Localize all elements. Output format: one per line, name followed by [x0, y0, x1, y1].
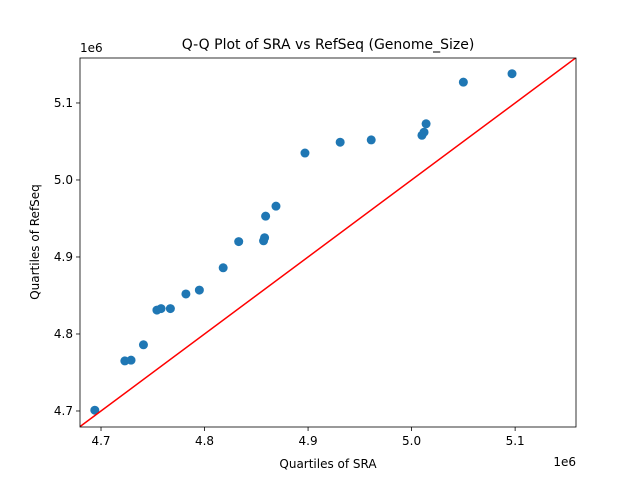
x-axis-label: Quartiles of SRA — [279, 457, 377, 471]
point — [234, 237, 244, 247]
point — [156, 304, 166, 314]
point — [165, 304, 175, 314]
point — [90, 405, 100, 415]
point — [271, 201, 281, 211]
y-offset-label: 1e6 — [80, 41, 103, 55]
x-offset-label: 1e6 — [553, 455, 576, 469]
y-tick-label: 4.9 — [54, 250, 73, 264]
point — [194, 285, 204, 295]
y-tick-label: 4.8 — [54, 327, 73, 341]
x-tick-label: 4.8 — [195, 434, 214, 448]
point — [507, 69, 517, 79]
point — [421, 119, 431, 129]
point — [261, 211, 271, 221]
point — [335, 137, 345, 147]
point — [419, 127, 429, 137]
plot-area — [80, 58, 576, 427]
y-axis-label: Quartiles of RefSeq — [28, 184, 42, 300]
point — [260, 233, 270, 243]
point — [181, 289, 191, 299]
point — [138, 340, 148, 350]
y-tick-label: 5.0 — [54, 173, 73, 187]
point — [300, 148, 310, 158]
y-tick-label: 5.1 — [54, 96, 73, 110]
point — [458, 77, 468, 87]
point — [366, 135, 376, 145]
point — [126, 355, 136, 365]
x-tick-label: 5.0 — [402, 434, 421, 448]
x-tick-label: 4.7 — [91, 434, 110, 448]
reference-line — [80, 58, 576, 427]
point — [218, 263, 228, 273]
chart-title: Q-Q Plot of SRA vs RefSeq (Genome_Size) — [182, 37, 475, 53]
y-tick-label: 4.7 — [54, 404, 73, 418]
x-tick-label: 5.1 — [506, 434, 525, 448]
x-tick-label: 4.9 — [299, 434, 318, 448]
plot-frame — [79, 57, 577, 428]
